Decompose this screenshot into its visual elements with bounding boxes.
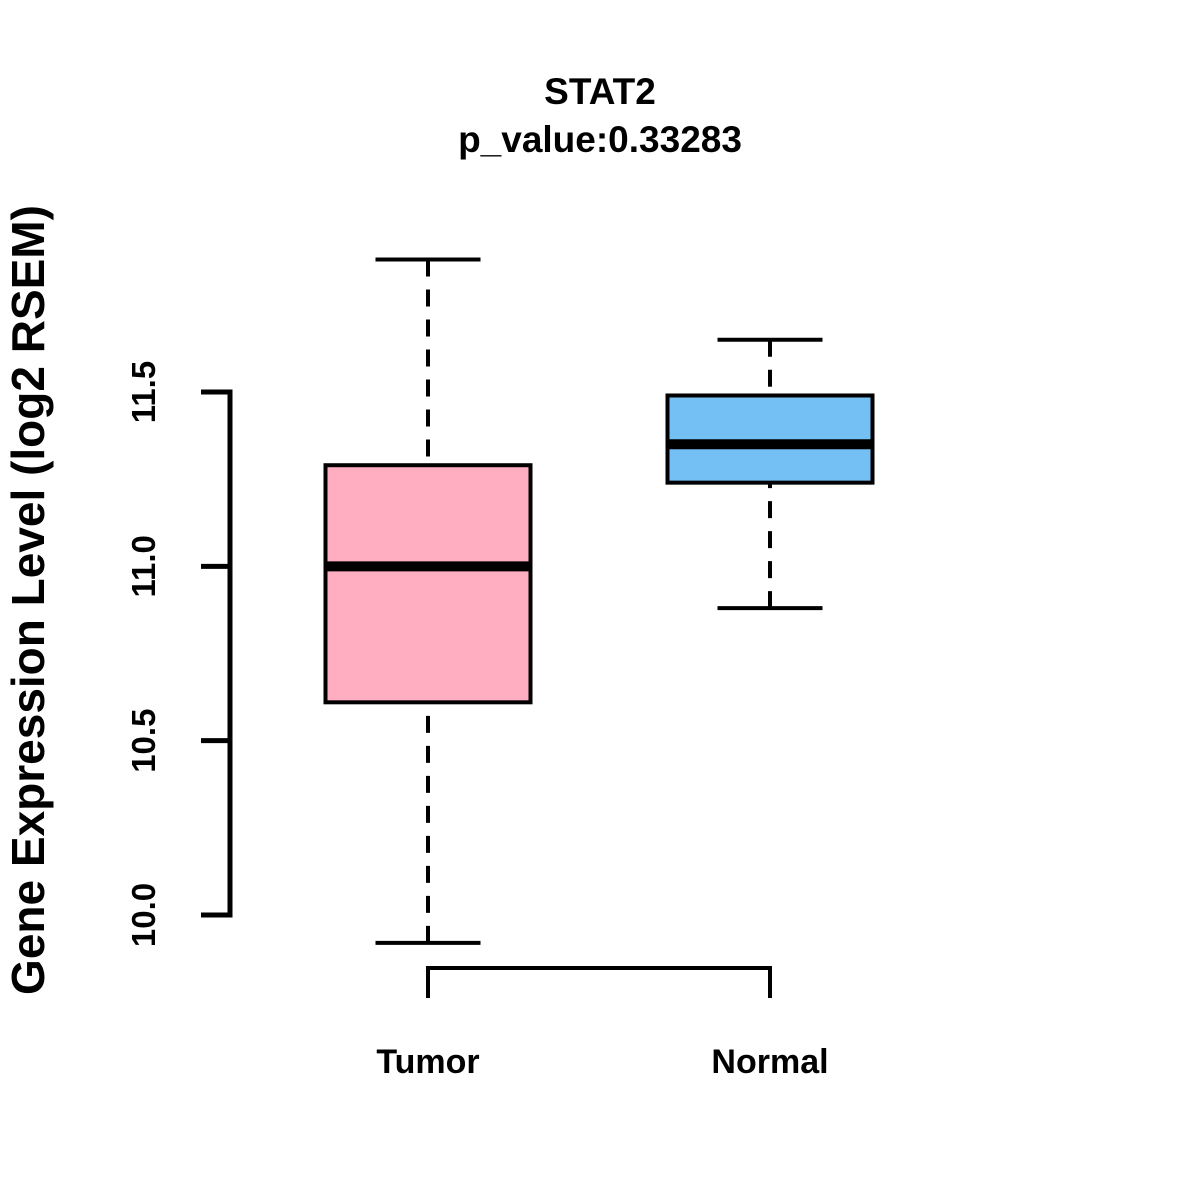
y-tick-label-11.5: 11.5 <box>125 361 162 423</box>
y-axis: 10.0 10.5 11.0 11.5 <box>125 361 233 947</box>
y-tick-label-10.5: 10.5 <box>125 709 162 773</box>
y-tick-label-10.0: 10.0 <box>125 883 162 947</box>
chart-subtitle: p_value:0.33283 <box>458 119 742 160</box>
x-axis-bracket <box>426 966 772 998</box>
category-label-tumor: Tumor <box>376 1043 479 1081</box>
box-group-normal <box>665 337 875 611</box>
y-axis-title: Gene Expression Level (log2 RSEM) <box>2 205 54 995</box>
box-group-tumor <box>323 257 533 945</box>
x-axis: Tumor Normal <box>376 966 829 1081</box>
iqr-box-normal <box>665 393 875 485</box>
plot-area <box>323 257 875 945</box>
iqr-box-tumor <box>323 463 533 705</box>
category-label-normal: Normal <box>711 1043 828 1081</box>
y-tick-label-11.0: 11.0 <box>125 535 162 597</box>
chart-title: STAT2 <box>544 71 656 112</box>
